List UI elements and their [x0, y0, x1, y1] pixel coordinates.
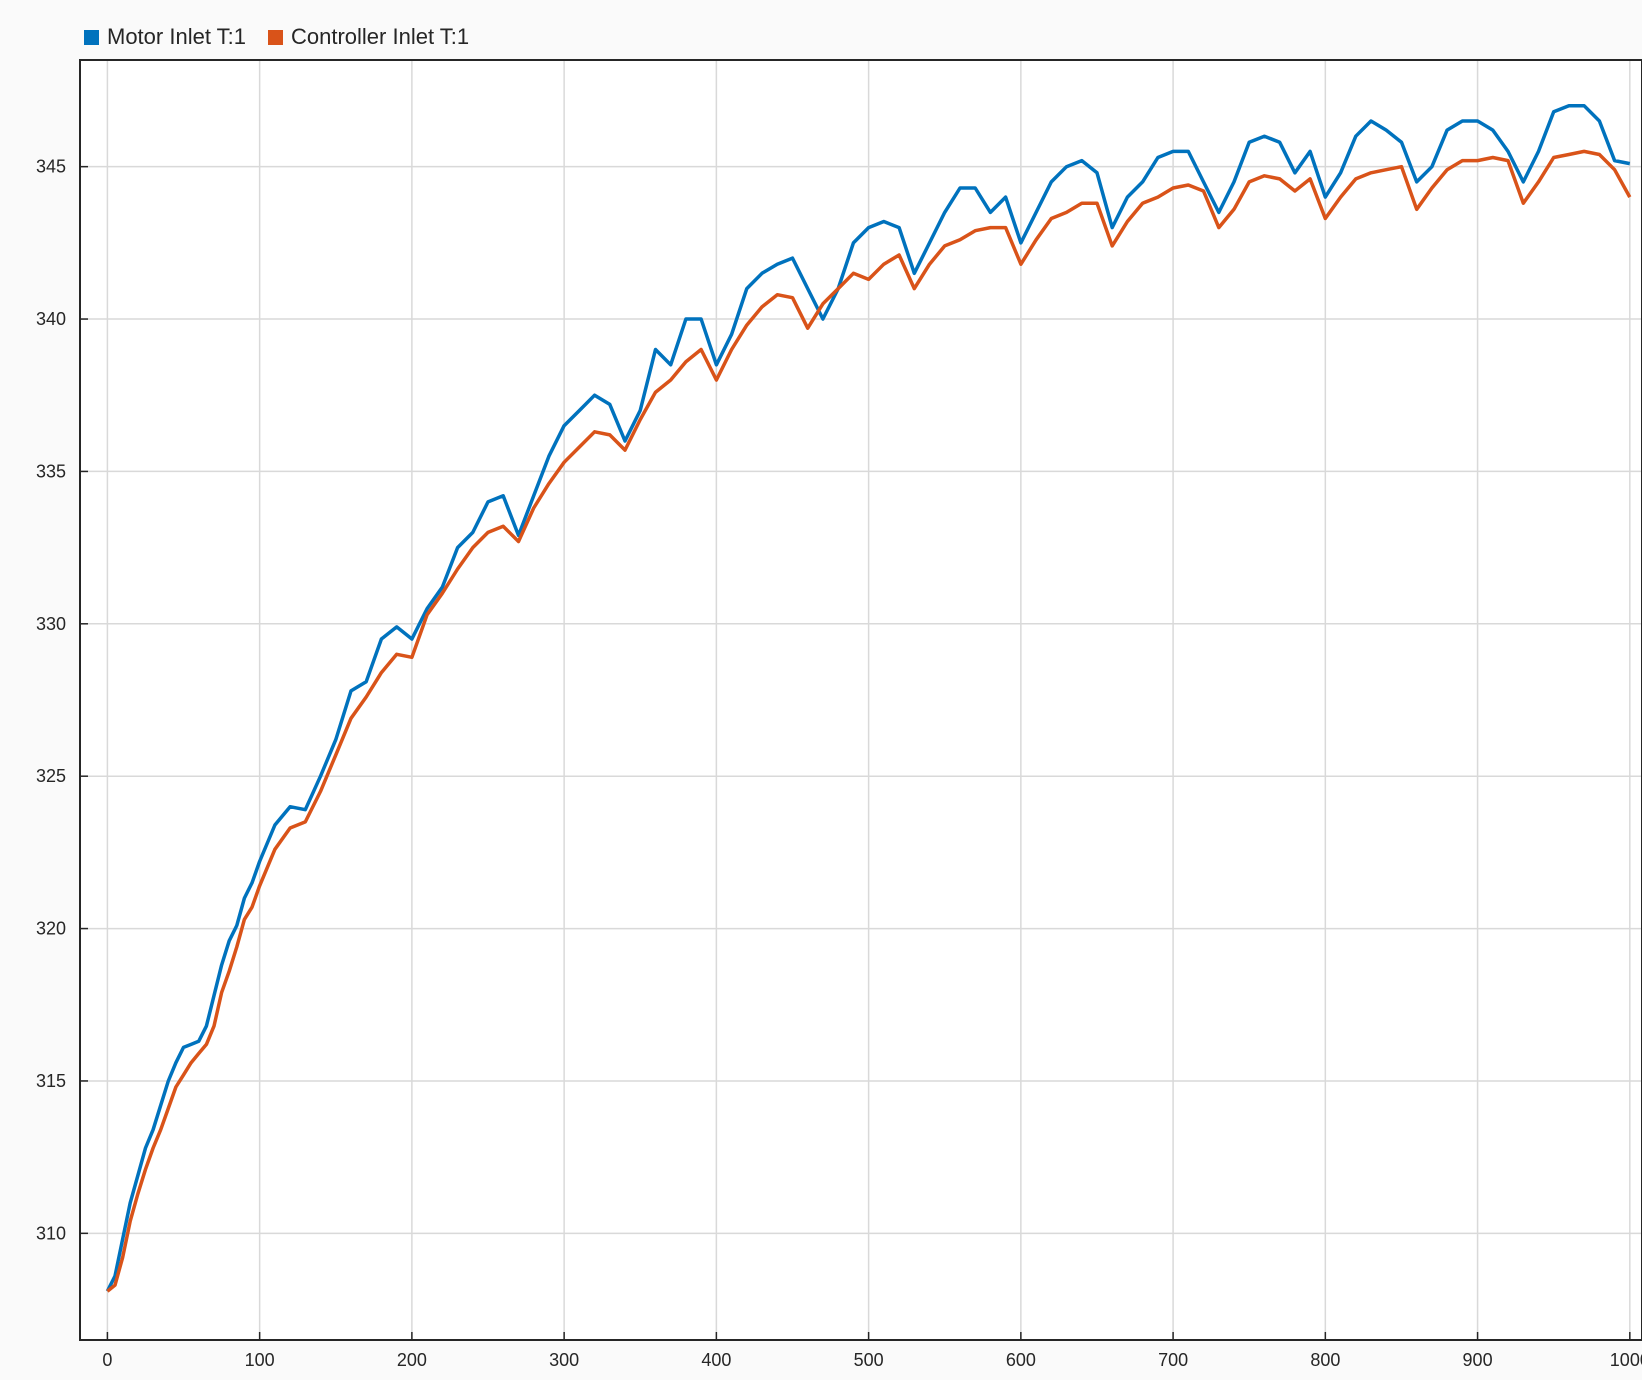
- x-tick-label: 200: [397, 1350, 427, 1370]
- y-tick-label: 335: [36, 461, 66, 481]
- x-tick-label: 900: [1463, 1350, 1493, 1370]
- legend-label: Controller Inlet T:1: [291, 24, 470, 49]
- y-tick-label: 345: [36, 157, 66, 177]
- y-tick-label: 325: [36, 766, 66, 786]
- legend-label: Motor Inlet T:1: [107, 24, 246, 49]
- legend-entry[interactable]: Motor Inlet T:1: [84, 24, 246, 50]
- y-tick-label: 310: [36, 1223, 66, 1243]
- x-tick-label: 1000: [1610, 1350, 1642, 1370]
- y-tick-label: 340: [36, 309, 66, 329]
- legend-swatch: [268, 29, 283, 45]
- legend-entry[interactable]: Controller Inlet T:1: [268, 24, 469, 50]
- x-tick-label: 800: [1310, 1350, 1340, 1370]
- series-line-0: [105, 103, 1631, 1292]
- x-tick-label: 300: [549, 1350, 579, 1370]
- x-tick-label: 700: [1158, 1350, 1188, 1370]
- x-tick-label: 400: [701, 1350, 731, 1370]
- axes-frame: [79, 59, 1642, 1341]
- series-line-1: [106, 149, 1632, 1293]
- y-tick-label: 320: [36, 919, 66, 939]
- x-tick-label: 100: [245, 1350, 275, 1370]
- legend-swatch: [84, 29, 99, 45]
- x-tick-label: 600: [1006, 1350, 1036, 1370]
- x-tick-label: 0: [102, 1350, 112, 1370]
- x-tick-label: 500: [854, 1350, 884, 1370]
- plot-area: [80, 60, 1642, 1340]
- y-tick-label: 315: [36, 1071, 66, 1091]
- legend: Motor Inlet T:1 Controller Inlet T:1: [84, 22, 491, 52]
- y-tick-label: 330: [36, 614, 66, 634]
